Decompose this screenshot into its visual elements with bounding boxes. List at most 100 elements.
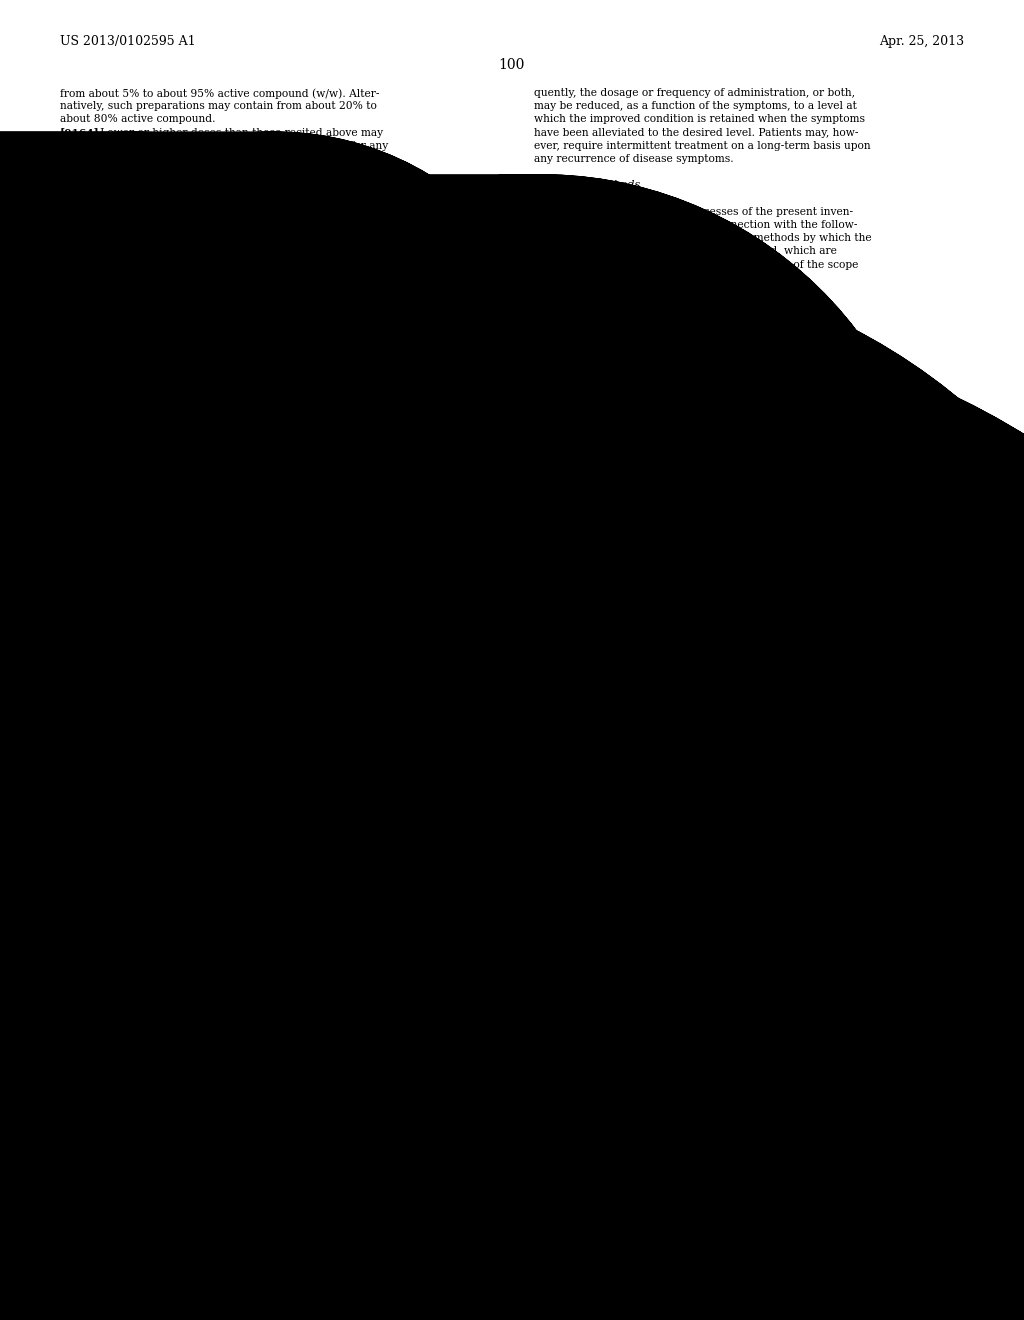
Text: 0111: 0111 <box>83 1093 108 1102</box>
Text: N: N <box>472 558 479 566</box>
Text: C(CH₃)₂: C(CH₃)₂ <box>738 487 768 495</box>
Text: 0103: 0103 <box>402 466 427 475</box>
Text: age, body weight, general health status, sex, diet, time of: age, body weight, general health status,… <box>60 181 369 190</box>
Text: N: N <box>513 863 520 871</box>
Text: Cl: Cl <box>99 1076 109 1085</box>
Text: 0107: 0107 <box>649 1049 673 1059</box>
Text: N: N <box>83 1067 90 1074</box>
Text: N: N <box>531 850 539 858</box>
Text: Synthetic Methods: Synthetic Methods <box>534 181 640 190</box>
Text: and the judgment of the treating physician.: and the judgment of the treating physici… <box>60 234 293 243</box>
Text: 0108: 0108 <box>78 906 102 915</box>
Text: N: N <box>101 1053 109 1061</box>
Text: MeSO₂Cl: MeSO₂Cl <box>137 418 178 426</box>
Text: Ac₂O: Ac₂O <box>164 557 185 566</box>
Text: Apr. 25, 2013: Apr. 25, 2013 <box>879 36 964 48</box>
Text: 6N HCl: 6N HCl <box>355 558 389 568</box>
Text: this invention may be administered, if necessary. Subse-: this invention may be administered, if n… <box>60 273 361 282</box>
Text: of the invention.: of the invention. <box>534 273 622 282</box>
Text: S: S <box>101 875 108 884</box>
Text: 0110: 0110 <box>513 890 538 899</box>
Text: which the improved condition is retained when the symptoms: which the improved condition is retained… <box>534 115 865 124</box>
Text: 0113: 0113 <box>543 1093 567 1102</box>
Text: from about 5% to about 95% active compound (w/w). Alter-: from about 5% to about 95% active compou… <box>60 88 380 99</box>
Text: N: N <box>561 1053 568 1061</box>
Text: be required. Specific dosage and treatment regimens for any: be required. Specific dosage and treatme… <box>60 141 388 150</box>
Text: any recurrence of disease symptoms.: any recurrence of disease symptoms. <box>534 154 733 164</box>
Text: Cl: Cl <box>529 873 539 882</box>
Text: C(CH₃)₂: C(CH₃)₂ <box>872 487 902 495</box>
Text: H: H <box>481 564 488 572</box>
Text: NH: NH <box>408 451 423 461</box>
Text: N: N <box>543 1067 551 1074</box>
Text: 0112: 0112 <box>298 1093 323 1102</box>
Text: S: S <box>97 1072 103 1081</box>
Text: N: N <box>528 1015 537 1023</box>
Text: S: S <box>527 869 534 878</box>
Text: O: O <box>103 1015 111 1023</box>
Text: NH₂: NH₂ <box>93 569 113 578</box>
Text: The compounds and processes of the present inven-: The compounds and processes of the prese… <box>564 207 853 216</box>
Text: O: O <box>829 709 835 717</box>
Text: O: O <box>293 1049 301 1059</box>
Text: Cl: Cl <box>559 1076 569 1085</box>
Text: Br: Br <box>297 573 307 582</box>
Text: O: O <box>829 667 835 675</box>
Text: O: O <box>781 483 788 491</box>
Text: ever, require intermittent treatment on a long-term basis upon: ever, require intermittent treatment on … <box>534 141 870 150</box>
Text: B: B <box>836 500 843 510</box>
Text: R: R <box>485 564 493 572</box>
Text: MeSO₂N: MeSO₂N <box>364 420 400 428</box>
Text: may be reduced, as a function of the symptoms, to a level at: may be reduced, as a function of the sym… <box>534 102 857 111</box>
Text: O: O <box>781 519 788 527</box>
Text: [0164]: [0164] <box>60 128 99 139</box>
Text: N: N <box>515 1045 522 1053</box>
Text: Br: Br <box>111 582 122 590</box>
Text: O: O <box>340 845 347 854</box>
Text: morpholine: morpholine <box>588 847 636 855</box>
Text: particular patient will depend upon a variety of factors,: particular patient will depend upon a va… <box>60 154 358 164</box>
Text: 77%: 77% <box>170 1056 188 1064</box>
Text: N: N <box>481 1045 488 1053</box>
Text: R: R <box>828 682 836 692</box>
Text: compounds of the invention may be prepared, which are: compounds of the invention may be prepar… <box>534 247 837 256</box>
Text: HN: HN <box>85 420 100 428</box>
Text: Cl: Cl <box>314 1076 324 1085</box>
Text: N: N <box>69 1015 77 1023</box>
Text: S: S <box>337 869 343 878</box>
Text: 0101: 0101 <box>102 466 127 475</box>
Text: O: O <box>474 1035 481 1043</box>
Text: O: O <box>474 1056 481 1064</box>
Text: CO₂Me: CO₂Me <box>88 845 118 853</box>
Text: O: O <box>318 1015 326 1023</box>
Text: severity and course of the disease, condition or symptoms, the: severity and course of the disease, cond… <box>60 207 396 216</box>
Text: Br: Br <box>471 573 482 582</box>
Text: patient’s disposition to the disease, condition or symptoms,: patient’s disposition to the disease, co… <box>60 220 379 230</box>
Text: S: S <box>468 1045 473 1053</box>
Text: Upon improvement of a patient’s condition, a main-: Upon improvement of a patient’s conditio… <box>90 247 377 256</box>
Text: including the activity of the specific compound employed, the: including the activity of the specific c… <box>60 168 390 177</box>
Text: NBoc: NBoc <box>102 451 128 461</box>
Text: 0109: 0109 <box>323 890 347 899</box>
Text: have been alleviated to the desired level. Patients may, how-: have been alleviated to the desired leve… <box>534 128 858 137</box>
Text: Lower or higher doses than those recited above may: Lower or higher doses than those recited… <box>90 128 383 137</box>
Text: O: O <box>852 483 859 491</box>
Text: administration, rate of excretion, drug combination, the: administration, rate of excretion, drug … <box>60 194 360 203</box>
Text: O: O <box>852 519 859 527</box>
Text: H₂N: H₂N <box>148 843 166 851</box>
Text: NH₂: NH₂ <box>182 843 200 851</box>
Text: C(CH₃)₂: C(CH₃)₂ <box>862 688 890 696</box>
Text: 100: 100 <box>499 58 525 73</box>
Text: 0105: 0105 <box>296 622 321 631</box>
Text: N: N <box>306 568 313 576</box>
Text: 0102: 0102 <box>243 466 267 475</box>
Text: tion will be better understood in connection with the follow-: tion will be better understood in connec… <box>534 220 857 230</box>
Text: 0107: 0107 <box>816 723 841 733</box>
Text: 0106: 0106 <box>471 605 496 612</box>
Text: NBoc: NBoc <box>243 451 267 461</box>
Text: 0104: 0104 <box>92 620 118 630</box>
Text: reflux: reflux <box>399 853 424 861</box>
Text: tenance dose of a compound, composition or combination of: tenance dose of a compound, composition … <box>60 260 383 269</box>
Text: US 2013/0102595 A1: US 2013/0102595 A1 <box>60 36 196 48</box>
Text: PdCl₂(dppf)₂: PdCl₂(dppf)₂ <box>788 560 841 568</box>
